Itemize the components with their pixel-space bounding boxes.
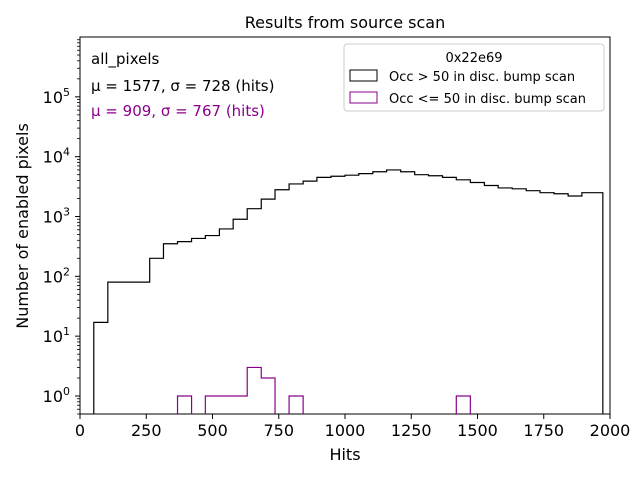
y-tick-label: 104 xyxy=(43,146,70,167)
x-tick-label: 2000 xyxy=(590,421,631,440)
legend-swatch-black xyxy=(349,69,378,82)
x-tick-label: 500 xyxy=(197,421,228,440)
x-tick-label: 250 xyxy=(131,421,162,440)
x-tick-label: 1500 xyxy=(457,421,498,440)
x-tick-label: 1000 xyxy=(325,421,366,440)
series-occ-le-50-segment xyxy=(288,395,304,414)
legend-box xyxy=(343,43,605,112)
annotation-stats-purple: μ = 909, σ = 767 (hits) xyxy=(91,102,265,120)
y-tick-label: 102 xyxy=(43,265,70,286)
y-tick-label: 100 xyxy=(43,385,70,406)
x-tick-label: 1250 xyxy=(391,421,432,440)
annotation-label: all_pixels xyxy=(91,50,160,69)
y-axis-title: Number of enabled pixels xyxy=(13,123,32,329)
y-tick-label: 103 xyxy=(43,205,70,226)
legend: 0x22e69 Occ > 50 in disc. bump scan Occ … xyxy=(343,43,605,112)
x-tick-label: 0 xyxy=(75,421,85,440)
series-occ-le-50-segment xyxy=(204,366,276,414)
x-tick-label: 1750 xyxy=(523,421,564,440)
legend-label-purple: Occ <= 50 in disc. bump scan xyxy=(389,92,586,107)
series-layer xyxy=(93,169,604,414)
x-tick-label: 750 xyxy=(263,421,294,440)
series-occ-gt-50-histogram xyxy=(93,169,604,414)
legend-title: 0x22e69 xyxy=(445,51,502,66)
series-occ-le-50-segment xyxy=(455,395,471,414)
legend-label-black: Occ > 50 in disc. bump scan xyxy=(389,70,575,85)
y-tick-label: 101 xyxy=(43,325,70,346)
chart-title: Results from source scan xyxy=(245,13,445,32)
ticks-layer: 0 250 500 750 1000 1250 1500 1750 2000 100 101 102 1… xyxy=(43,39,631,440)
annotation-stats-black: μ = 1577, σ = 728 (hits) xyxy=(91,77,274,95)
series-occ-le-50-segment xyxy=(176,395,193,414)
y-tick-label: 105 xyxy=(43,86,70,107)
x-axis-title: Hits xyxy=(329,445,360,464)
legend-swatch-purple xyxy=(349,91,378,104)
